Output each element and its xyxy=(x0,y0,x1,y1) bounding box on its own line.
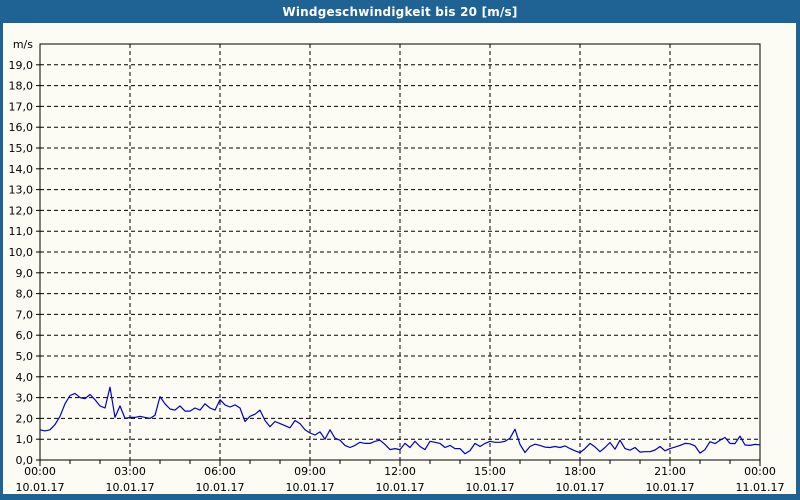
x-tick-date-label: 10.01.17 xyxy=(466,481,515,494)
title-bar: Windgeschwindigkeit bis 20 [m/s] xyxy=(0,0,800,23)
x-tick-time-label: 03:00 xyxy=(114,465,146,478)
wind-speed-line xyxy=(39,386,761,455)
y-tick-label: 11,0 xyxy=(9,225,34,238)
x-tick-time-label: 15:00 xyxy=(474,465,506,478)
y-tick-label: 14,0 xyxy=(9,163,34,176)
y-tick-label: 7,0 xyxy=(16,308,34,321)
x-tick-date-label: 10.01.17 xyxy=(556,481,605,494)
x-tick-date-label: 10.01.17 xyxy=(646,481,695,494)
y-tick-label: 2,0 xyxy=(16,412,34,425)
y-tick-label: 13,0 xyxy=(9,184,34,197)
x-tick-time-label: 18:00 xyxy=(564,465,596,478)
y-tick-label: 19,0 xyxy=(9,59,34,72)
y-tick-label: 4,0 xyxy=(16,371,34,384)
y-tick-label: 9,0 xyxy=(16,267,34,280)
y-tick-label: 10,0 xyxy=(9,246,34,259)
x-tick-date-label: 10.01.17 xyxy=(376,481,425,494)
y-tick-label: 17,0 xyxy=(9,100,34,113)
y-tick-label: 5,0 xyxy=(16,350,34,363)
x-tick-date-label: 10.01.17 xyxy=(286,481,335,494)
x-tick-time-label: 12:00 xyxy=(384,465,416,478)
x-tick-time-label: 21:00 xyxy=(654,465,686,478)
x-tick-date-label: 10.01.17 xyxy=(16,481,65,494)
chart-panel: 0,0 1,0 2,0 3,0 4,0 5,0 6,0 7,0 8,0 9,0 10,0 11,0 12… xyxy=(3,23,796,494)
x-tick-time-label: 00:00 xyxy=(24,465,56,478)
x-tick-time-label: 09:00 xyxy=(294,465,326,478)
y-tick-label: 12,0 xyxy=(9,204,34,217)
wind-speed-chart: 0,0 1,0 2,0 3,0 4,0 5,0 6,0 7,0 8,0 9,0 10,0 11,0 12… xyxy=(9,38,785,494)
x-tick-time-label: 06:00 xyxy=(204,465,236,478)
window-title: Windgeschwindigkeit bis 20 [m/s] xyxy=(282,4,518,19)
y-tick-label: 15,0 xyxy=(9,142,34,155)
x-tick-date-label: 11.01.17 xyxy=(736,481,785,494)
y-axis-unit-label: m/s xyxy=(13,38,33,51)
y-tick-label: 16,0 xyxy=(9,121,34,134)
y-tick-label: 1,0 xyxy=(16,433,34,446)
y-tick-label: 0,0 xyxy=(16,454,34,467)
y-tick-label: 6,0 xyxy=(16,329,34,342)
y-tick-label: 18,0 xyxy=(9,80,34,93)
x-tick-date-label: 10.01.17 xyxy=(106,481,155,494)
x-tick-time-label: 00:00 xyxy=(744,465,776,478)
y-tick-label: 3,0 xyxy=(16,392,34,405)
x-tick-date-label: 10.01.17 xyxy=(196,481,245,494)
y-tick-label: 8,0 xyxy=(16,288,34,301)
